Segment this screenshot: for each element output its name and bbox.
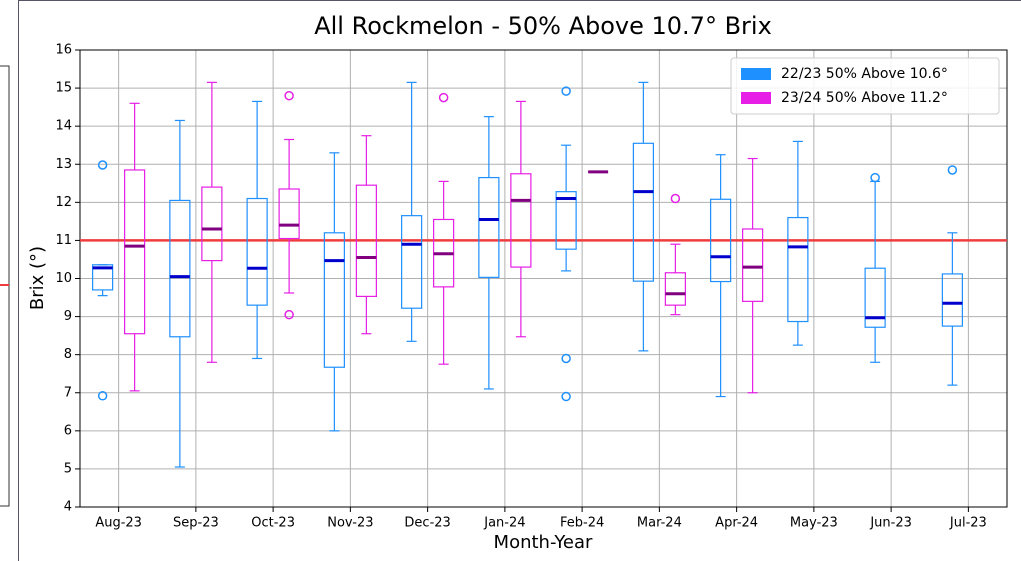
outlier (97, 160, 108, 170)
legend-box (730, 57, 1000, 115)
box (478, 176, 500, 278)
x-tick-label: Apr-24 (715, 516, 758, 531)
y-tick-label: 15 (55, 81, 72, 96)
y-tick-label: 11 (55, 233, 72, 248)
plot-frame (79, 49, 1008, 508)
x-tick-label: Nov-23 (327, 516, 373, 531)
x-tick-label: Dec-23 (404, 516, 450, 531)
legend-swatch (741, 92, 771, 104)
outlier (284, 90, 294, 101)
y-tick-label: 9 (64, 309, 72, 324)
outlier (284, 309, 294, 320)
box (169, 199, 191, 338)
box (864, 267, 886, 328)
outlier (561, 391, 571, 402)
outlier (670, 193, 681, 204)
x-tick-label: Jun-23 (869, 516, 912, 531)
x-axis-label: Month-Year (494, 532, 593, 553)
legend-swatch (741, 68, 771, 80)
box (401, 215, 423, 309)
box (355, 184, 377, 297)
x-tick-label: Jul-23 (949, 516, 987, 531)
y-tick-label: 4 (64, 500, 72, 515)
box (124, 169, 146, 335)
outlier (870, 172, 880, 183)
y-axis-label: Brix (°) (27, 246, 48, 310)
y-tick-label: 7 (64, 385, 72, 400)
y-tick-label: 10 (55, 271, 72, 286)
box (201, 186, 223, 262)
x-tick-label: May-23 (790, 516, 838, 531)
outlier (947, 165, 958, 175)
y-tick-label: 13 (55, 157, 72, 172)
x-tick-label: Mar-24 (637, 516, 682, 531)
box (742, 228, 764, 302)
x-tick-label: Oct-23 (251, 516, 295, 531)
x-tick-label: Aug-23 (95, 516, 142, 531)
x-tick-label: Jan-24 (483, 516, 525, 531)
box (246, 197, 268, 306)
outlier (97, 391, 108, 401)
x-tick-label: Feb-24 (560, 516, 604, 531)
y-tick-label: 8 (64, 347, 72, 362)
box (941, 273, 963, 327)
y-tick-label: 14 (55, 119, 72, 134)
box (278, 188, 300, 240)
legend-label: 22/23 50% Above 10.6° (781, 66, 948, 82)
panel-border (18, 0, 1021, 561)
y-tick-label: 12 (55, 195, 72, 210)
box (510, 173, 532, 268)
legend-label: 23/24 50% Above 11.2° (781, 90, 948, 106)
box (92, 264, 114, 291)
y-tick-label: 5 (64, 461, 72, 476)
outlier (561, 353, 571, 364)
y-tick-label: 16 (55, 43, 72, 58)
outlier (561, 86, 571, 96)
box (632, 142, 654, 282)
outlier (438, 92, 449, 103)
box (787, 216, 809, 323)
box (555, 191, 577, 250)
x-tick-label: Sep-23 (173, 516, 219, 531)
chart-title: All Rockmelon - 50% Above 10.7° Brix (314, 12, 772, 40)
box (710, 198, 732, 283)
box (664, 272, 686, 306)
y-tick-label: 6 (64, 423, 72, 438)
box (323, 232, 345, 368)
